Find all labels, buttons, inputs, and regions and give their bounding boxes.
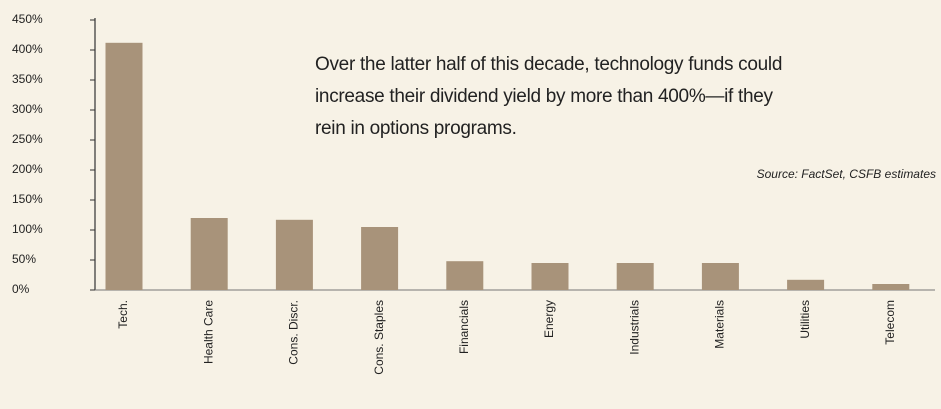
bar [446,261,484,290]
x-tick-label: Telecom [883,300,897,345]
y-tick-label: 200% [12,162,43,176]
bar [190,218,228,290]
x-tick-label: Cons. Discr. [287,300,301,365]
x-tick-label: Energy [542,300,556,338]
x-tick-label: Financials [457,300,471,354]
bar [275,219,313,290]
bar [361,227,399,290]
x-tick-label: Tech. [116,300,130,329]
y-tick-label: 250% [12,132,43,146]
bar [787,279,825,290]
y-tick-label: 400% [12,42,43,56]
annotation: rein in options programs. [315,118,517,139]
y-tick-label: 150% [12,192,43,206]
bar [701,263,739,290]
y-tick-label: 0% [12,282,30,296]
x-tick-label: Industrials [627,300,641,355]
annotation: increase their dividend yield by more th… [315,86,774,107]
x-tick-label: Materials [713,300,727,349]
y-tick-label: 50% [12,252,36,266]
bar [531,263,569,290]
bar [872,284,910,290]
x-tick-label: Utilities [798,300,812,339]
y-tick-label: 450% [12,12,43,26]
bar [616,263,654,290]
bar [105,42,143,290]
y-tick-label: 100% [12,222,43,236]
x-tick-label: Health Care [201,300,215,364]
y-tick-label: 350% [12,72,43,86]
x-tick-label: Cons. Staples [372,300,386,375]
source: Source: FactSet, CSFB estimates [757,167,936,181]
y-tick-label: 300% [12,102,43,116]
annotation: Over the latter half of this decade, tec… [315,54,782,75]
